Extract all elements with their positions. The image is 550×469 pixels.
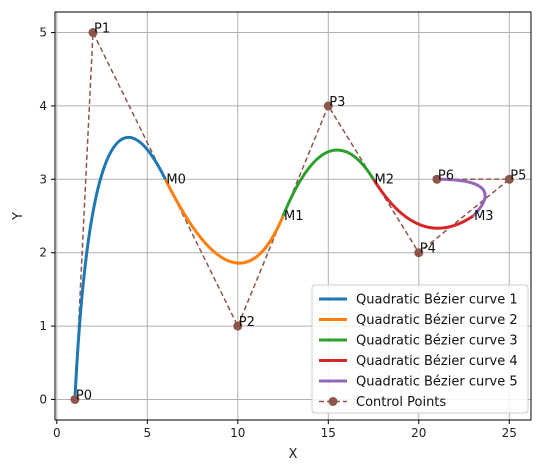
control-point-label: P0 [76,388,92,403]
legend-label: Quadratic Bézier curve 3 [356,334,518,349]
bezier-curve-3 [281,148,375,217]
legend-label-control: Control Points [356,395,446,410]
y-tick-label: 3 [39,172,47,186]
legend-label: Quadratic Bézier curve 1 [356,293,518,308]
control-point-marker [323,101,333,111]
y-axis-label: Y [11,212,26,221]
bezier-curves [73,135,487,400]
control-point-marker [504,174,514,184]
control-point-marker [88,28,98,38]
control-point-marker [432,174,442,184]
bezier-curve-4 [372,178,474,230]
y-tick-label: 5 [39,26,47,40]
bezier-curve-5 [436,177,487,218]
x-tick-label: 20 [411,426,426,440]
y-tick-label: 4 [39,99,47,113]
midpoint-label: M2 [375,172,395,187]
control-point-marker [414,248,424,258]
point-labels: P0 P1 P2 P3 P4 P5 P6 M0 M1 M2 M3 [76,22,526,404]
legend-label: Quadratic Bézier curve 4 [356,354,518,369]
legend-box [311,284,529,414]
control-point-label: P3 [329,95,345,110]
legend-label: Quadratic Bézier curve 5 [356,375,518,390]
x-tick-label: 15 [321,426,336,440]
y-tick-label: 0 [39,392,47,406]
x-tick-label: 0 [53,426,61,440]
control-point-label: P4 [420,242,436,257]
x-tick-label: 10 [230,426,245,440]
midpoint-label: M1 [284,209,304,224]
control-point-marker [70,394,80,404]
control-point-markers [70,28,514,404]
control-point-label: P2 [239,315,255,330]
x-axis-label: X [289,447,298,462]
control-point-label: P1 [94,22,110,37]
control-point-label: P6 [438,168,454,183]
x-tick-label: 5 [143,426,151,440]
legend: Quadratic Bézier curve 1 Quadratic Bézier… [311,284,529,414]
y-tick-label: 2 [39,246,47,260]
control-point-label: P5 [510,168,526,183]
x-tick-label: 25 [502,426,517,440]
bezier-curve-1 [73,135,167,400]
legend-marker-control [328,397,338,406]
legend-label: Quadratic Bézier curve 2 [356,313,518,328]
axis-ticks: 0 5 10 15 20 25 0 1 2 3 4 5 [39,26,517,440]
midpoint-label: M0 [166,172,186,187]
midpoint-label: M3 [474,209,494,224]
bezier-curve-2 [164,178,285,265]
plot-frame [54,11,532,421]
control-point-marker [233,321,243,331]
y-tick-label: 1 [39,319,47,333]
